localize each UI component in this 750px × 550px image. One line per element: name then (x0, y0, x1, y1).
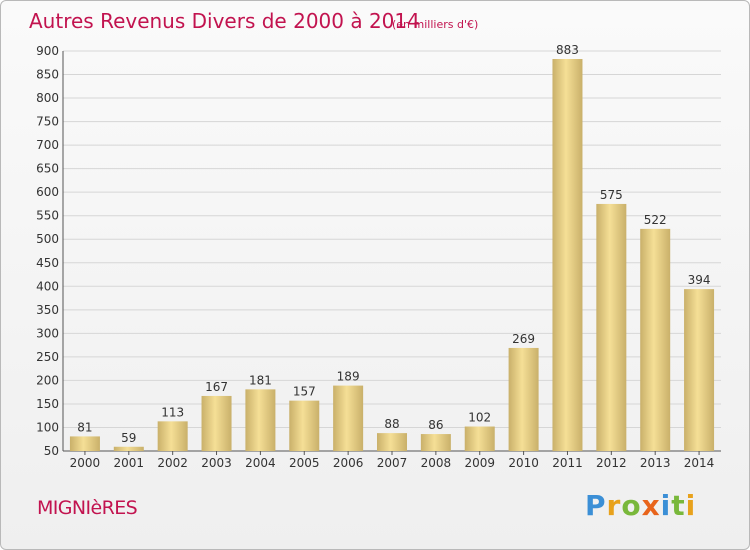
bar-2009 (464, 426, 495, 451)
x-tick-label: 2011 (552, 456, 583, 470)
data-label-2001: 59 (121, 431, 136, 445)
x-tick-label: 2001 (114, 456, 145, 470)
data-label-2002: 113 (161, 405, 184, 419)
y-tick-label: 600 (36, 185, 59, 199)
chart-subtitle: (en milliers d'€) (392, 18, 479, 31)
bar-2011 (552, 59, 583, 451)
y-tick-label: 550 (36, 209, 59, 223)
x-tick-label: 2004 (245, 456, 276, 470)
y-tick-label: 150 (36, 397, 59, 411)
data-label-2003: 167 (205, 380, 228, 394)
y-tick-label: 50 (44, 444, 59, 458)
y-tick-label: 450 (36, 256, 59, 270)
proxiti-logo: Proxiti (585, 489, 697, 522)
x-tick-label: 2013 (640, 456, 671, 470)
x-tick-label: 2006 (333, 456, 364, 470)
y-tick-label: 850 (36, 68, 59, 82)
y-tick-label: 100 (36, 420, 59, 434)
bar-2013 (640, 228, 671, 451)
x-tick-label: 2014 (684, 456, 715, 470)
data-label-2006: 189 (337, 370, 360, 384)
y-tick-label: 250 (36, 350, 59, 364)
data-label-2007: 88 (384, 417, 399, 431)
data-label-2000: 81 (77, 420, 92, 434)
data-label-2013: 522 (644, 213, 667, 227)
y-tick-label: 650 (36, 162, 59, 176)
y-tick-label: 750 (36, 115, 59, 129)
y-tick-label: 200 (36, 373, 59, 387)
bar-2006 (333, 385, 364, 451)
data-label-2010: 269 (512, 332, 535, 346)
bar-2000 (69, 436, 100, 451)
y-tick-label: 350 (36, 303, 59, 317)
x-tick-label: 2003 (201, 456, 232, 470)
bar-2007 (377, 433, 407, 451)
data-label-2005: 157 (293, 385, 316, 399)
x-tick-label: 2005 (289, 456, 320, 470)
x-tick-label: 2012 (596, 456, 627, 470)
data-label-2009: 102 (468, 411, 491, 425)
bar-2001 (113, 446, 144, 451)
data-label-2011: 883 (556, 43, 579, 57)
x-tick-label: 2010 (508, 456, 539, 470)
commune-name: MIGNIèRES (37, 497, 138, 519)
data-label-2008: 86 (428, 418, 443, 432)
x-tick-label: 2007 (377, 456, 408, 470)
x-tick-label: 2008 (421, 456, 452, 470)
y-tick-label: 500 (36, 232, 59, 246)
bar-2004 (245, 389, 276, 451)
data-label-2014: 394 (688, 273, 711, 287)
bar-2014 (684, 289, 715, 451)
bar-2002 (157, 421, 188, 451)
x-tick-label: 2002 (157, 456, 188, 470)
bar-2008 (420, 434, 451, 451)
x-tick-label: 2000 (70, 456, 101, 470)
bar-2010 (508, 347, 539, 451)
data-label-2012: 575 (600, 188, 623, 202)
y-tick-label: 300 (36, 326, 59, 340)
y-tick-label: 700 (36, 138, 59, 152)
bar-2005 (289, 400, 320, 451)
chart-title: Autres Revenus Divers de 2000 à 2014 (29, 9, 420, 33)
y-tick-label: 400 (36, 279, 59, 293)
bar-2012 (596, 203, 627, 451)
bar-2003 (201, 395, 232, 451)
y-tick-label: 900 (36, 44, 59, 58)
x-tick-label: 2009 (464, 456, 495, 470)
y-tick-label: 800 (36, 91, 59, 105)
data-label-2004: 181 (249, 373, 272, 387)
